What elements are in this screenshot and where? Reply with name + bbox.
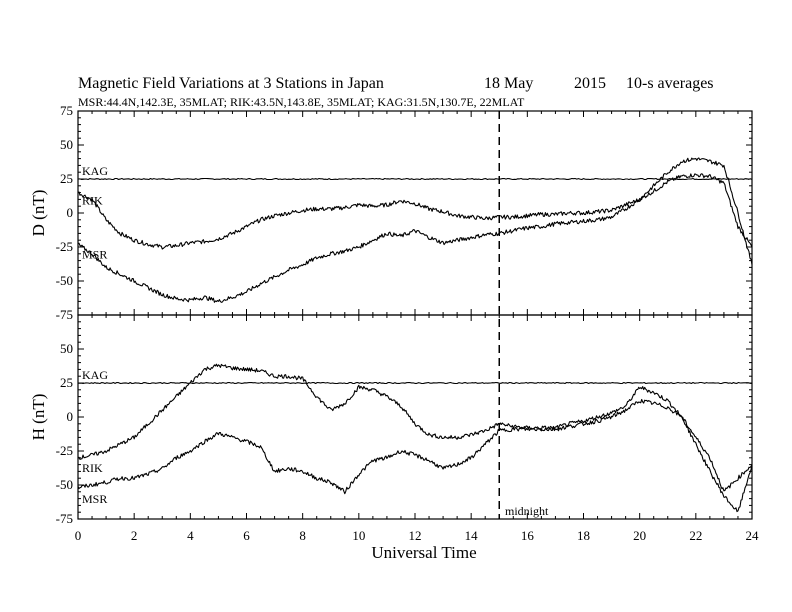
chart-date: 18 May xyxy=(484,75,533,92)
series-line-rik xyxy=(77,363,753,492)
xtick-label: 12 xyxy=(409,528,422,543)
xtick-label: 0 xyxy=(75,528,82,543)
chart-title: Magnetic Field Variations at 3 Stations … xyxy=(78,75,384,92)
chart-averaging: 10-s averages xyxy=(626,75,714,92)
series-line-kag xyxy=(78,381,753,385)
ytick-label: -50 xyxy=(56,273,73,288)
series-line-msr xyxy=(77,157,753,303)
station-info: MSR:44.4N,142.3E, 35MLAT; RIK:43.5N,143.… xyxy=(78,95,525,109)
xtick-label: 14 xyxy=(465,528,479,543)
chart-year: 2015 xyxy=(574,75,606,92)
series-line-kag xyxy=(77,177,753,181)
xtick-label: 6 xyxy=(243,528,250,543)
ytick-label: 0 xyxy=(67,205,74,220)
top-panel-frame xyxy=(77,110,753,316)
xtick-label: 8 xyxy=(299,528,306,543)
series-label-kag: KAG xyxy=(82,368,108,382)
xtick-label: 20 xyxy=(633,528,646,543)
ytick-label: -75 xyxy=(56,511,73,526)
bottom-ylabel: H (nT) xyxy=(29,394,48,441)
ytick-label: -25 xyxy=(56,443,73,458)
top-ylabel: D (nT) xyxy=(29,190,48,237)
xtick-label: 4 xyxy=(187,528,194,543)
series-line-rik xyxy=(77,173,753,250)
series-label-rik: RIK xyxy=(82,194,103,208)
ytick-label: 0 xyxy=(67,409,74,424)
xtick-label: 16 xyxy=(521,528,535,543)
chart-marks: 75 50 25 0 -25 -50 -75 KAG RIK MSR 50 25 0 -25 -50 -75 K… xyxy=(56,103,759,543)
xaxis-label: Universal Time xyxy=(371,543,476,562)
ytick-label: -75 xyxy=(56,307,73,322)
xtick-label: 18 xyxy=(577,528,590,543)
xtick-label: 2 xyxy=(131,528,138,543)
xtick-label: 24 xyxy=(746,528,760,543)
bottom-panel-frame xyxy=(77,314,753,520)
ytick-label: 75 xyxy=(60,103,73,118)
midnight-label: midnight xyxy=(505,504,549,518)
ytick-label: 50 xyxy=(60,137,73,152)
ytick-label: 50 xyxy=(60,341,73,356)
series-label-kag: KAG xyxy=(82,164,108,178)
xtick-label: 22 xyxy=(689,528,702,543)
xtick-label: 10 xyxy=(352,528,365,543)
series-label-rik: RIK xyxy=(82,461,103,475)
ytick-label: 25 xyxy=(60,375,73,390)
series-line-msr xyxy=(77,398,753,513)
series-label-msr: MSR xyxy=(82,492,107,506)
ytick-label: -25 xyxy=(56,239,73,254)
ytick-label: 25 xyxy=(60,171,73,186)
series-label-msr: MSR xyxy=(82,247,107,261)
ytick-label: -50 xyxy=(56,477,73,492)
